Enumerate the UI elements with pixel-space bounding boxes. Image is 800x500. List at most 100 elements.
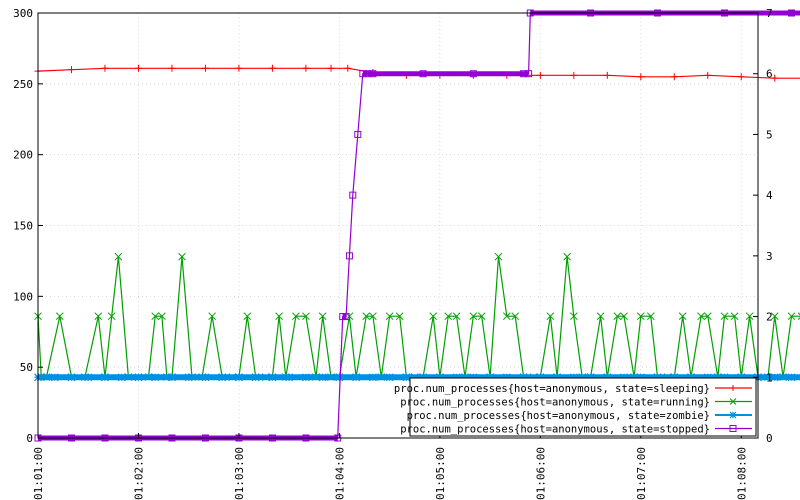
data-point — [720, 373, 729, 382]
y-left-tick-label: 150 — [13, 220, 33, 233]
data-point — [94, 312, 103, 321]
y-right-tick-label: 6 — [766, 68, 773, 81]
y-right-tick-label: 3 — [766, 250, 773, 263]
data-point — [201, 64, 209, 72]
data-point — [620, 312, 628, 321]
data-point — [613, 312, 622, 321]
data-point — [168, 64, 176, 72]
data-point — [703, 373, 712, 382]
data-point — [55, 312, 64, 321]
x-tick-label: 01:02:00 — [132, 447, 145, 500]
data-point — [362, 312, 371, 321]
y-right-tick-label: 2 — [766, 311, 773, 324]
data-point — [151, 312, 160, 321]
data-point — [787, 312, 796, 321]
data-point — [536, 373, 545, 382]
data-point — [444, 312, 453, 321]
series-line — [37, 67, 800, 79]
data-point — [101, 64, 109, 72]
data-point — [596, 312, 605, 321]
data-point — [452, 373, 461, 382]
data-point — [678, 312, 687, 321]
data-point — [251, 373, 260, 382]
data-point — [352, 373, 361, 382]
data-point — [302, 64, 310, 72]
y-left-tick-label: 250 — [13, 78, 33, 91]
data-point — [770, 312, 779, 321]
data-point — [285, 373, 294, 382]
data-point — [435, 373, 444, 382]
data-point — [670, 373, 679, 382]
data-point — [369, 70, 377, 78]
data-point — [178, 252, 186, 261]
data-point — [429, 312, 438, 321]
data-point — [134, 373, 143, 382]
data-point — [364, 70, 372, 78]
data-point — [268, 64, 276, 72]
data-point — [603, 71, 611, 79]
data-point — [218, 373, 227, 382]
legend-label: proc.num_processes{host=anonymous, state… — [400, 397, 710, 409]
data-point — [620, 373, 628, 382]
data-point — [134, 64, 142, 72]
data-point — [771, 74, 779, 82]
x-tick-label: 01:01:00 — [32, 447, 45, 500]
data-point — [114, 252, 123, 261]
data-point — [275, 312, 283, 321]
legend-box — [409, 377, 757, 437]
y-left-tick-label: 300 — [13, 7, 33, 20]
data-point — [117, 373, 126, 382]
data-point — [536, 71, 544, 79]
data-point — [67, 66, 75, 74]
data-point — [603, 373, 612, 382]
data-point — [419, 373, 428, 382]
data-point — [235, 64, 243, 72]
data-point — [704, 71, 712, 79]
data-point — [385, 312, 394, 321]
data-point — [402, 373, 411, 382]
data-point — [737, 373, 746, 382]
data-point — [553, 373, 561, 382]
data-point — [318, 373, 327, 382]
y-left-tick-label: 50 — [20, 361, 33, 374]
data-point — [201, 373, 210, 382]
x-tick-label: 01:06:00 — [534, 447, 547, 500]
data-point — [151, 373, 160, 382]
data-point — [469, 373, 478, 382]
data-point — [469, 312, 478, 321]
data-point — [452, 312, 461, 321]
data-point — [243, 312, 252, 321]
data-point — [184, 373, 193, 382]
data-point — [519, 373, 528, 382]
data-point — [670, 73, 678, 81]
data-point — [646, 312, 655, 321]
y-right-tick-label: 5 — [766, 128, 773, 141]
data-point — [525, 70, 533, 78]
data-point — [636, 312, 645, 321]
data-point — [586, 373, 595, 382]
y-left-tick-label: 100 — [13, 290, 33, 303]
y-right-tick-label: 1 — [766, 371, 773, 384]
data-point — [335, 373, 344, 382]
data-point — [327, 64, 335, 72]
data-point — [697, 312, 705, 321]
data-point — [208, 312, 216, 321]
data-point — [494, 252, 503, 261]
data-point — [359, 70, 367, 78]
x-tick-label: 01:07:00 — [635, 447, 648, 500]
data-point — [101, 373, 109, 382]
legend: proc.num_processes{host=anonymous, state… — [394, 377, 757, 437]
data-point — [344, 64, 352, 72]
data-point — [636, 373, 645, 382]
data-point — [469, 70, 477, 78]
x-tick-label: 01:05:00 — [434, 447, 447, 500]
data-point — [637, 73, 645, 81]
data-point — [477, 312, 486, 321]
data-point — [502, 312, 511, 321]
data-point — [787, 373, 796, 382]
data-point — [345, 252, 353, 260]
legend-label: proc.num_processes{host=anonymous, state… — [394, 383, 710, 395]
data-point — [107, 312, 116, 321]
data-point — [730, 385, 736, 391]
